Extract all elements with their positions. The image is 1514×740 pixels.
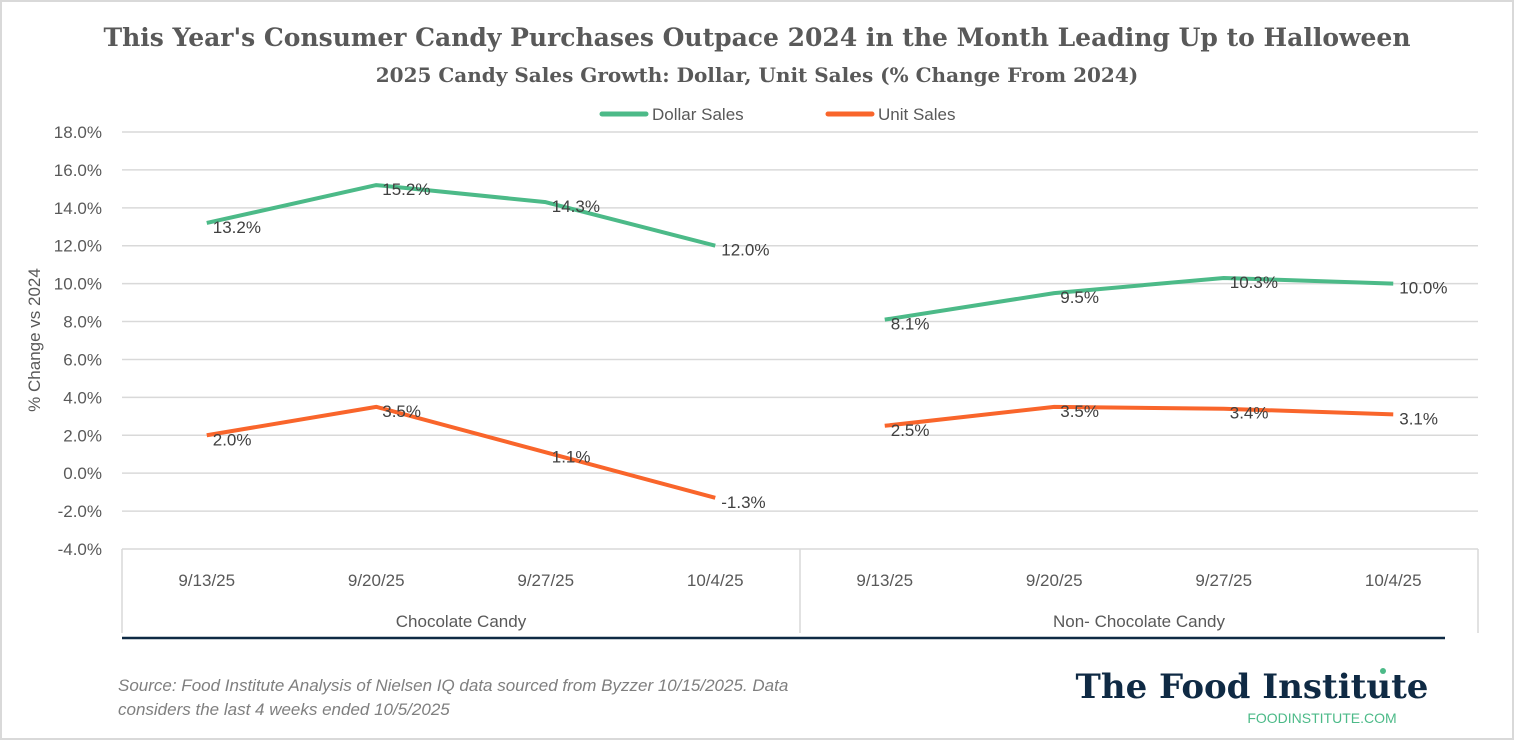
- logo-url: FOODINSTITUTE.COM: [1247, 710, 1396, 726]
- y-axis-label: % Change vs 2024: [25, 268, 44, 412]
- data-label: 2.5%: [891, 421, 930, 440]
- group-label: Chocolate Candy: [396, 612, 527, 631]
- y-tick-label: -2.0%: [58, 502, 102, 521]
- series-line: [884, 404, 1394, 428]
- source-line-1: Source: Food Institute Analysis of Niels…: [118, 676, 788, 695]
- x-tick-label: 9/13/25: [178, 571, 235, 590]
- y-tick-label: 8.0%: [63, 313, 102, 332]
- y-tick-label: 16.0%: [54, 161, 102, 180]
- data-label: 15.2%: [382, 180, 430, 199]
- data-label: -1.3%: [721, 493, 765, 512]
- data-label: 3.5%: [382, 402, 421, 421]
- data-label: 8.1%: [891, 315, 930, 334]
- data-label: 12.0%: [721, 241, 769, 260]
- data-label: 9.5%: [1060, 288, 1099, 307]
- y-tick-label: 6.0%: [63, 350, 102, 369]
- data-label: 14.3%: [552, 197, 600, 216]
- data-label: 3.1%: [1399, 409, 1438, 428]
- gridlines: [122, 131, 1478, 550]
- x-tick-label: 9/20/25: [348, 571, 405, 590]
- y-tick-label: 4.0%: [63, 388, 102, 407]
- legend-label: Unit Sales: [878, 105, 955, 124]
- group-label: Non- Chocolate Candy: [1053, 612, 1225, 631]
- source-line-2: considers the last 4 weeks ended 10/5/20…: [118, 700, 450, 719]
- data-label: 1.1%: [552, 447, 591, 466]
- x-tick-label: 10/4/25: [687, 571, 744, 590]
- legend: Dollar Sales Unit Sales: [599, 105, 955, 124]
- series-line: [206, 183, 716, 248]
- series-lines: [206, 183, 1394, 500]
- legend-label: Dollar Sales: [652, 105, 744, 124]
- y-tick-label: 14.0%: [54, 199, 102, 218]
- x-tick-label: 9/20/25: [1026, 571, 1083, 590]
- data-label: 3.4%: [1230, 404, 1269, 423]
- data-label: 13.2%: [213, 218, 261, 237]
- food-institute-logo: The Food Institute FOODINSTITUTE.COM: [1076, 667, 1429, 726]
- data-labels: 13.2% 15.2% 14.3% 12.0% 8.1% 9.5% 10.3% 10.0% 2.…: [213, 180, 1448, 512]
- chart-subtitle: 2025 Candy Sales Growth: Dollar, Unit Sa…: [376, 63, 1138, 87]
- y-tick-label: 12.0%: [54, 237, 102, 256]
- x-tick-label: 10/4/25: [1365, 571, 1422, 590]
- y-tick-label: -4.0%: [58, 540, 102, 559]
- y-tick-label: 18.0%: [54, 123, 102, 142]
- series-line: [884, 275, 1394, 322]
- x-tick-label: 9/13/25: [856, 571, 913, 590]
- y-tick-label: 0.0%: [63, 464, 102, 483]
- x-tick-label: 9/27/25: [517, 571, 574, 590]
- logo-dot: [1380, 668, 1386, 674]
- chart-title: This Year's Consumer Candy Purchases Out…: [103, 23, 1410, 52]
- data-label: 3.5%: [1060, 402, 1099, 421]
- y-tick-label: 2.0%: [63, 426, 102, 445]
- logo-text: The Food Institute: [1076, 667, 1429, 707]
- data-label: 2.0%: [213, 430, 252, 449]
- data-label: 10.0%: [1399, 279, 1447, 298]
- axes: 18.0% 16.0% 14.0% 12.0% 10.0% 8.0% 6.0% 4.0% 2.0…: [54, 123, 1479, 640]
- series-line: [206, 404, 716, 500]
- data-label: 10.3%: [1230, 273, 1278, 292]
- y-tick-label: 10.0%: [54, 275, 102, 294]
- x-tick-label: 9/27/25: [1195, 571, 1252, 590]
